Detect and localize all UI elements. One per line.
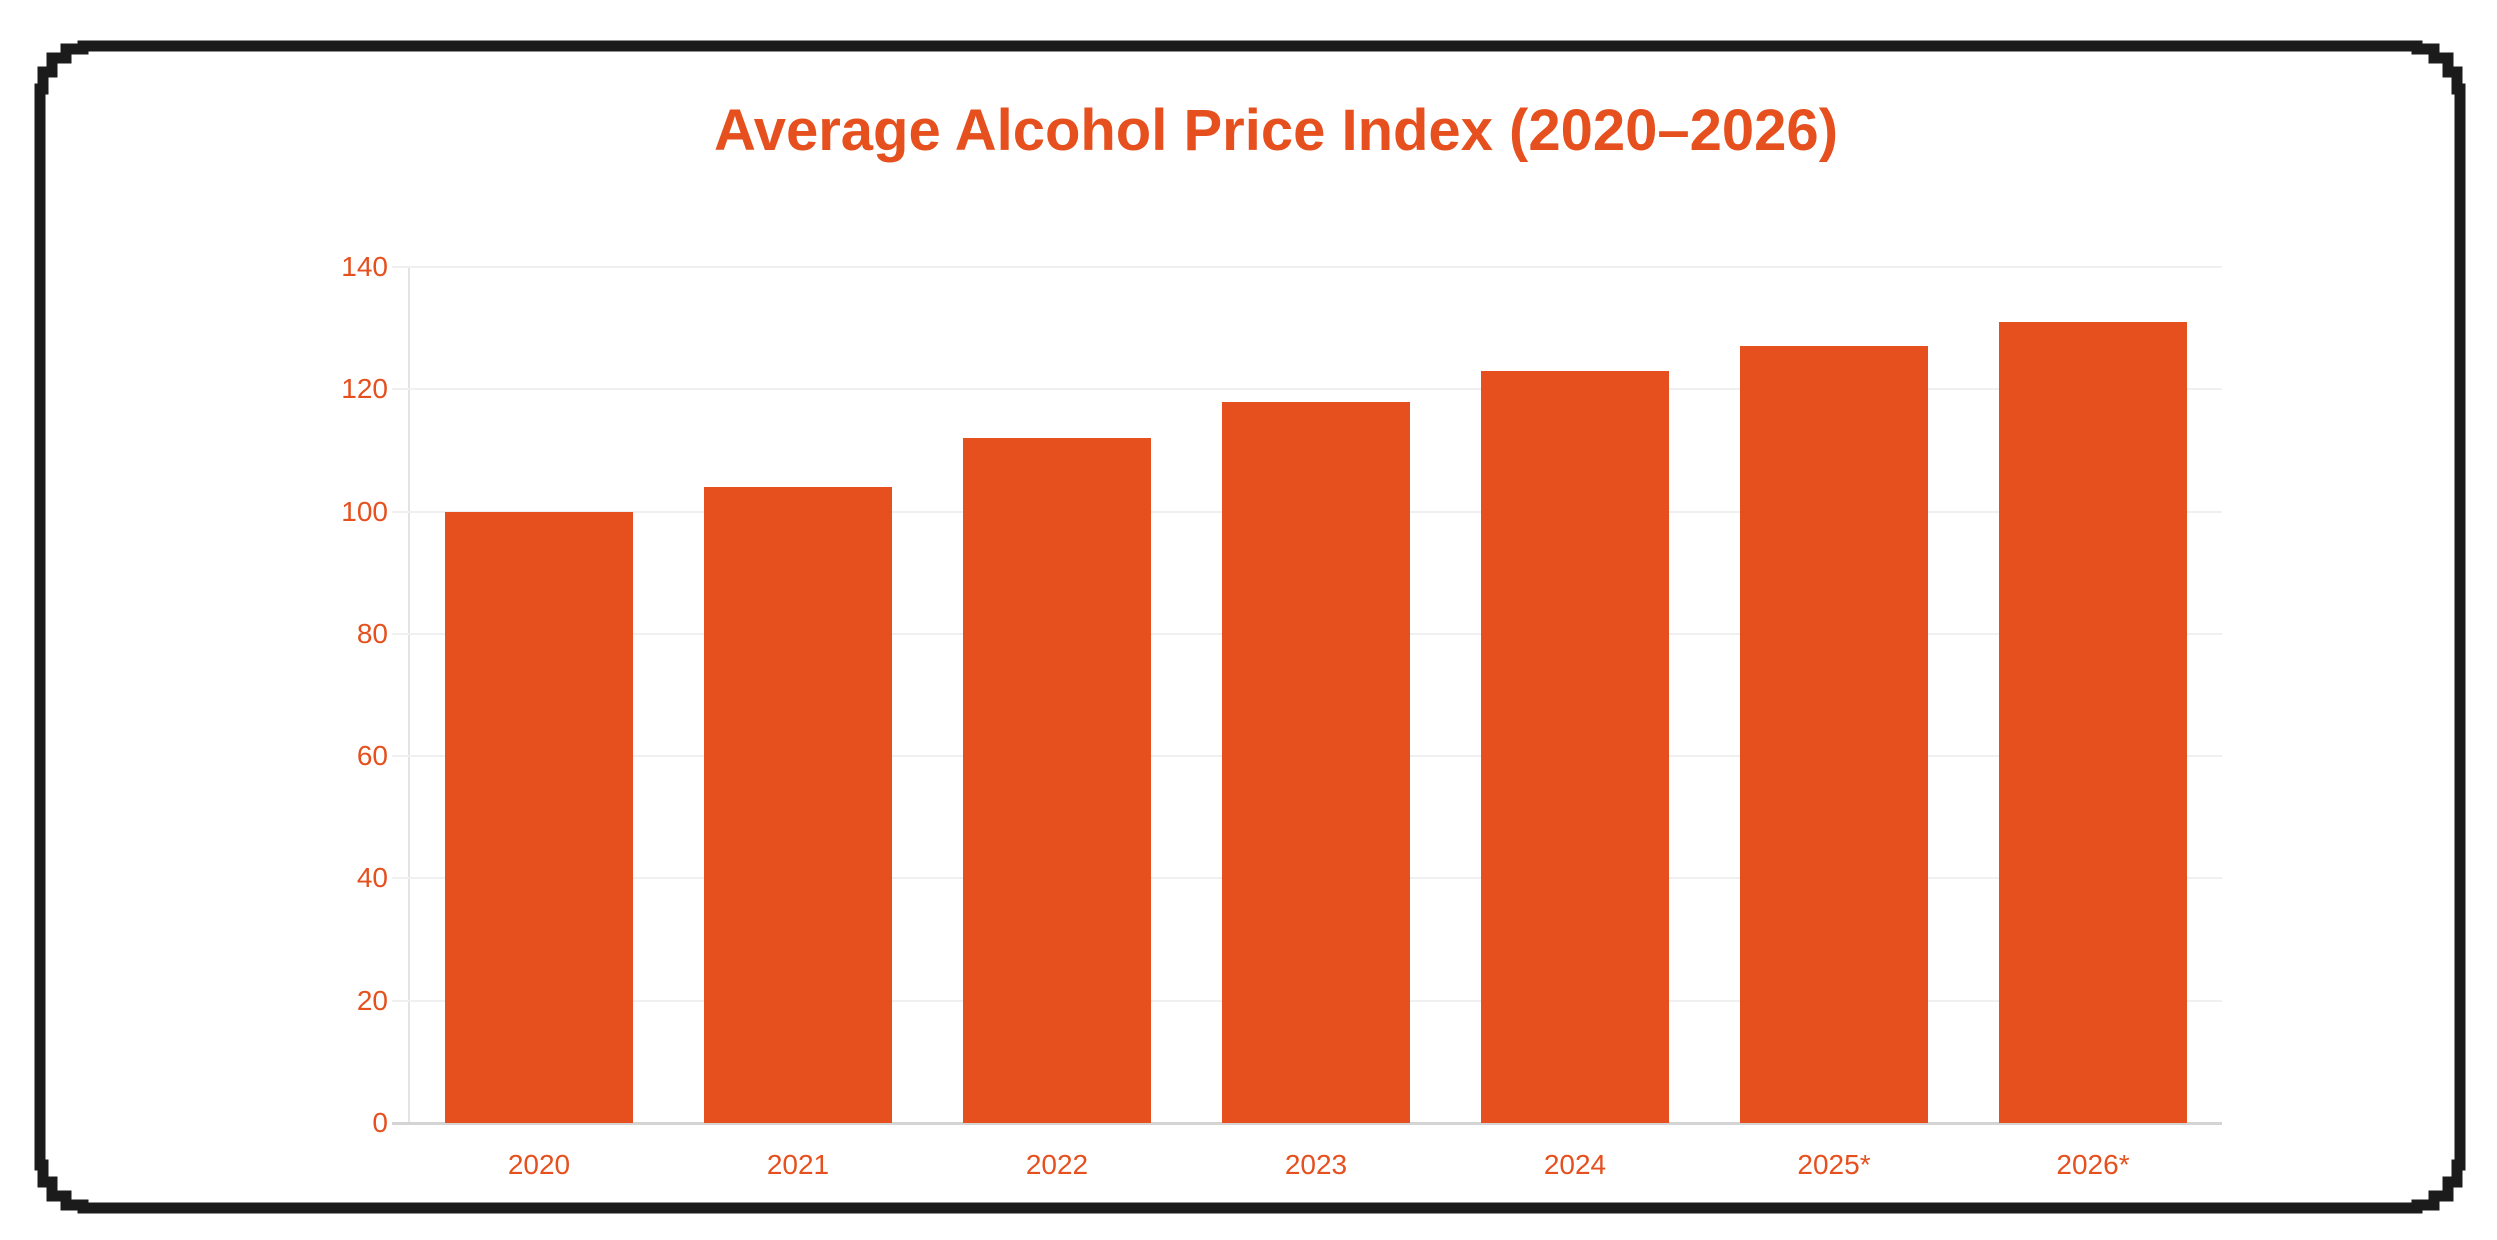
y-axis-tick-label-60: 60: [356, 740, 388, 772]
x-axis-category-label-2023: 2023: [1284, 1149, 1348, 1180]
gridline-120: [392, 388, 2222, 391]
x-axis-category-label-2025: 2025*: [1797, 1149, 1871, 1180]
chart-title: Average Alcohol Price Index (2020–2026): [713, 98, 1839, 163]
y-axis-tick-label-40: 40: [356, 862, 388, 894]
bar-2021: [704, 487, 892, 1123]
plot-area: [392, 266, 2222, 1125]
bar-2025: [1740, 346, 1928, 1123]
y-axis-line: [408, 267, 410, 1123]
x-axis-category-label-2021: 2021: [766, 1149, 830, 1180]
y-axis-tick-label-80: 80: [356, 617, 388, 649]
y-axis-tick-label-100: 100: [341, 495, 388, 527]
x-axis-category-label-2020: 2020: [507, 1149, 571, 1180]
x-axis-category-label-2024: 2024: [1543, 1149, 1607, 1180]
bar-2023: [1222, 402, 1410, 1123]
gridline-140: [392, 266, 2222, 268]
y-axis-tick-label-140: 140: [341, 251, 388, 282]
y-axis-tick-label-120: 120: [341, 373, 388, 405]
x-axis-baseline: [392, 1122, 2222, 1125]
bar-2024: [1481, 371, 1669, 1123]
x-axis-category-label-2026: 2026*: [2056, 1149, 2130, 1180]
bar-2026: [1999, 322, 2187, 1123]
y-axis-tick-label-0: 0: [372, 1107, 388, 1138]
bar-2022: [963, 438, 1151, 1123]
y-axis-tick-label-20: 20: [356, 984, 388, 1016]
x-axis-category-label-2022: 2022: [1025, 1149, 1089, 1180]
bar-2020: [445, 512, 633, 1123]
